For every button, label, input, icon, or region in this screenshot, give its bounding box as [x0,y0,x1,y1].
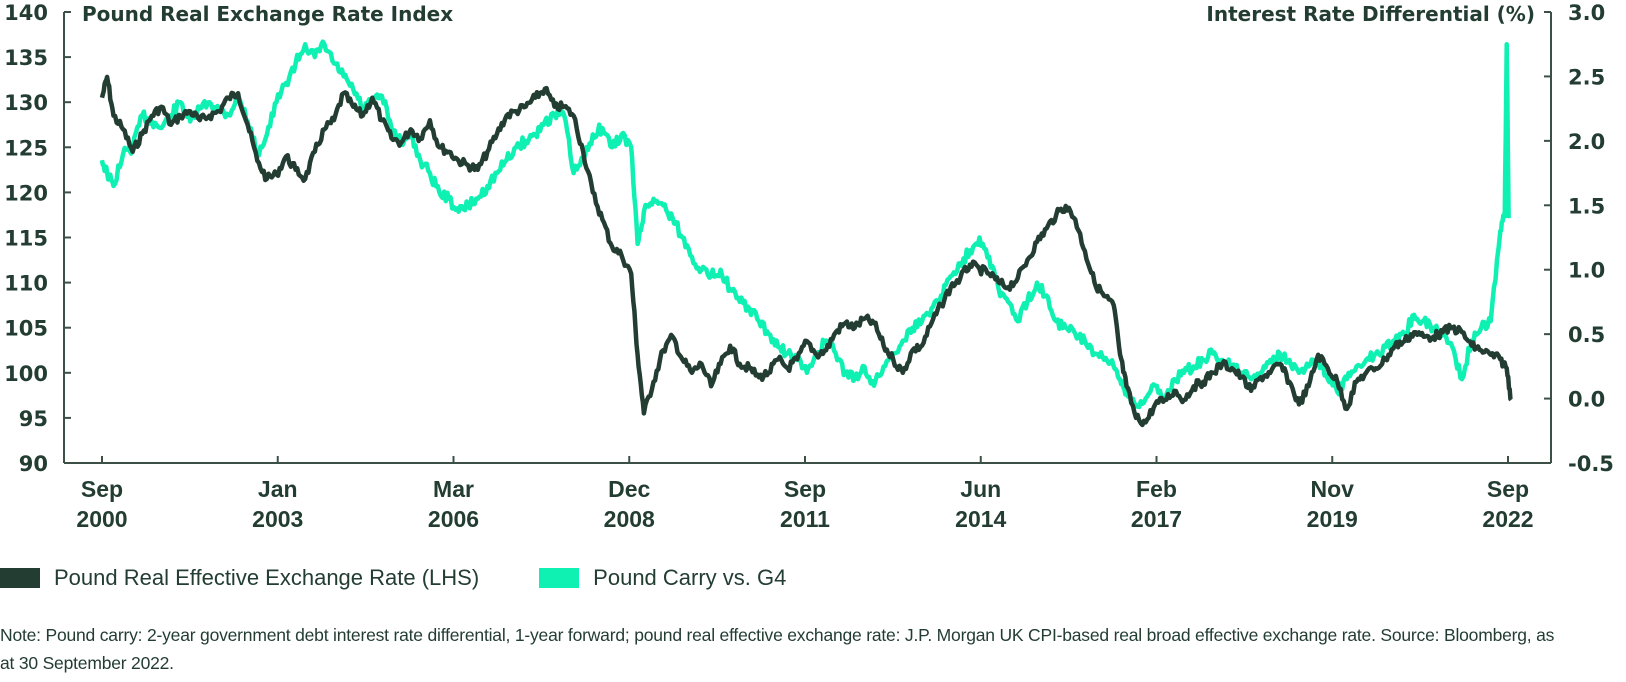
right-tick-label: 1.0 [1568,259,1605,283]
legend-swatch-carry [539,568,580,588]
legend-label-carry: Pound Carry vs. G4 [593,565,787,590]
x-tick-month: Nov [1311,476,1355,502]
x-tick-year: 2017 [1131,506,1182,532]
legend-item-reer: Pound Real Effective Exchange Rate (LHS) [0,565,479,591]
x-axis: Sep 2000 Jan 2003 Mar 2006 Dec 2008 Sep 2011 Jun 20… [64,456,1551,532]
left-tick-label: 125 [4,136,48,160]
left-tick-label: 115 [4,227,48,251]
legend-swatch-reer [0,568,40,588]
left-tick-label: 95 [19,407,48,431]
right-tick-label: -0.5 [1568,452,1614,476]
left-y-axis: 140 135 130 125 120 115 110 105 100 95 90 [4,1,71,476]
left-tick-label: 105 [4,317,48,341]
right-tick-label: 3.0 [1568,1,1605,25]
left-tick-label: 130 [4,91,48,115]
legend-item-carry: Pound Carry vs. G4 [539,565,786,591]
left-tick-label: 100 [4,362,48,386]
right-tick-label: 2.0 [1568,130,1605,154]
left-tick-label: 120 [4,181,48,205]
x-tick-year: 2003 [252,506,303,532]
right-tick-label: 0.5 [1568,323,1605,347]
x-tick-month: Sep [784,476,826,502]
right-axis-title: Interest Rate Differential (%) [1206,2,1535,26]
chart-note: Note: Pound carry: 2-year government deb… [0,625,1555,673]
series-layer [99,39,1513,428]
x-tick-month: Jun [960,476,1001,502]
left-tick-label: 140 [4,1,48,25]
x-tick-month: Sep [1487,476,1529,502]
right-tick-label: 2.5 [1568,65,1605,89]
dual-axis-line-chart: Pound Real Exchange Rate Index Interest … [4,1,1614,532]
series-line-carry [99,39,1511,410]
x-tick-year: 2022 [1482,506,1533,532]
right-tick-label: 0.0 [1568,388,1605,412]
x-tick-year: 2019 [1307,506,1358,532]
left-tick-label: 110 [4,272,48,296]
left-tick-label: 135 [4,46,48,70]
x-tick-month: Dec [608,476,650,502]
x-tick-month: Mar [433,476,474,502]
legend-label-reer: Pound Real Effective Exchange Rate (LHS) [54,565,480,590]
series-line-reer [99,74,1513,428]
x-tick-year: 2000 [76,506,127,532]
x-tick-month: Jan [258,476,298,502]
legend: Pound Real Effective Exchange Rate (LHS)… [0,565,846,591]
left-axis-title: Pound Real Exchange Rate Index [82,2,453,26]
left-tick-label: 90 [19,452,48,476]
x-tick-month: Feb [1136,476,1177,502]
x-tick-year: 2014 [955,506,1006,532]
x-tick-year: 2008 [604,506,655,532]
right-tick-label: 1.5 [1568,194,1605,218]
x-tick-year: 2006 [428,506,479,532]
x-tick-year: 2011 [780,506,830,532]
x-tick-month: Sep [81,476,123,502]
right-y-axis: 3.0 2.5 2.0 1.5 1.0 0.5 0.0 -0.5 [1544,1,1614,476]
